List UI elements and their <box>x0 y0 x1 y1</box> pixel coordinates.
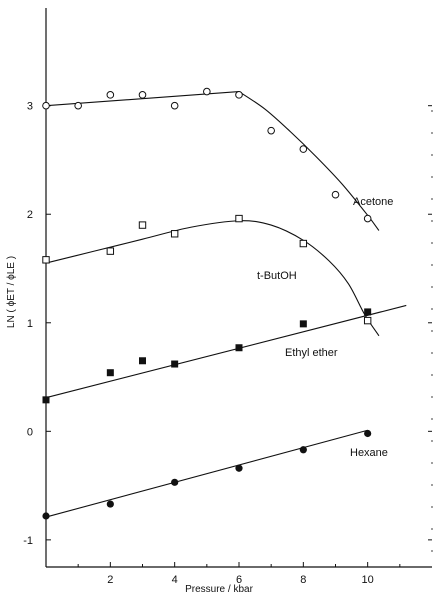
y-axis-label: LN ( ϕET / ϕLE ) <box>6 256 17 328</box>
acetone-point <box>170 101 179 110</box>
acetone-point <box>267 126 275 135</box>
acetone-point <box>203 87 211 96</box>
x-tick-label: 4 <box>172 574 178 586</box>
ethyl-ether-point <box>171 360 179 368</box>
y-tick-label: 3 <box>27 101 33 113</box>
t-butoh-point <box>299 239 308 248</box>
hexane-point <box>106 500 114 508</box>
hexane-point <box>299 446 307 454</box>
acetone-point <box>235 91 243 99</box>
ethyl-ether-point <box>364 308 372 316</box>
y-tick-label: 2 <box>27 209 33 221</box>
hexane-point <box>171 478 179 486</box>
hexane-point <box>235 464 243 472</box>
hexane-point <box>42 512 50 520</box>
t-butoh-point <box>42 256 50 264</box>
acetone-fit-curve <box>238 91 380 231</box>
acetone-point <box>363 214 372 223</box>
t-butoh-point <box>106 247 115 255</box>
acetone-point <box>42 101 50 110</box>
t-butoh-label: t-ButOH <box>257 270 297 282</box>
x-axis-label: Pressure / kbar <box>185 584 253 595</box>
t-butoh-fit-curve <box>45 220 380 337</box>
ethyl-ether-point <box>42 396 50 404</box>
acetone-label: Acetone <box>353 196 393 208</box>
hexane-fit-curve <box>45 429 368 518</box>
acetone-point <box>331 190 340 199</box>
acetone-point <box>138 91 147 99</box>
t-butoh-point <box>170 230 179 238</box>
x-tick-label: 2 <box>107 574 113 586</box>
y-tick-label: 0 <box>27 426 33 438</box>
x-tick-label: 10 <box>362 574 374 586</box>
hexane-label: Hexane <box>350 447 388 459</box>
ethyl-ether-label: Ethyl ether <box>285 347 338 359</box>
y-tick-label: 1 <box>27 318 33 330</box>
y-tick-label: -1 <box>23 535 33 547</box>
acetone-point <box>299 145 308 153</box>
ethyl-ether-point <box>235 344 243 352</box>
t-butoh-point <box>235 214 243 223</box>
ethyl-ether-point <box>106 369 114 377</box>
t-butoh-point <box>138 221 147 229</box>
x-tick-label: 6 <box>236 574 242 586</box>
acetone-point <box>106 91 115 99</box>
ethyl-ether-point <box>139 357 146 365</box>
ethyl-ether-fit-curve <box>45 304 407 399</box>
acetone-point <box>74 101 82 110</box>
ethyl-ether-point <box>299 320 307 328</box>
hexane-point <box>364 429 372 438</box>
t-butoh-point <box>363 316 372 325</box>
x-tick-label: 8 <box>300 574 306 586</box>
